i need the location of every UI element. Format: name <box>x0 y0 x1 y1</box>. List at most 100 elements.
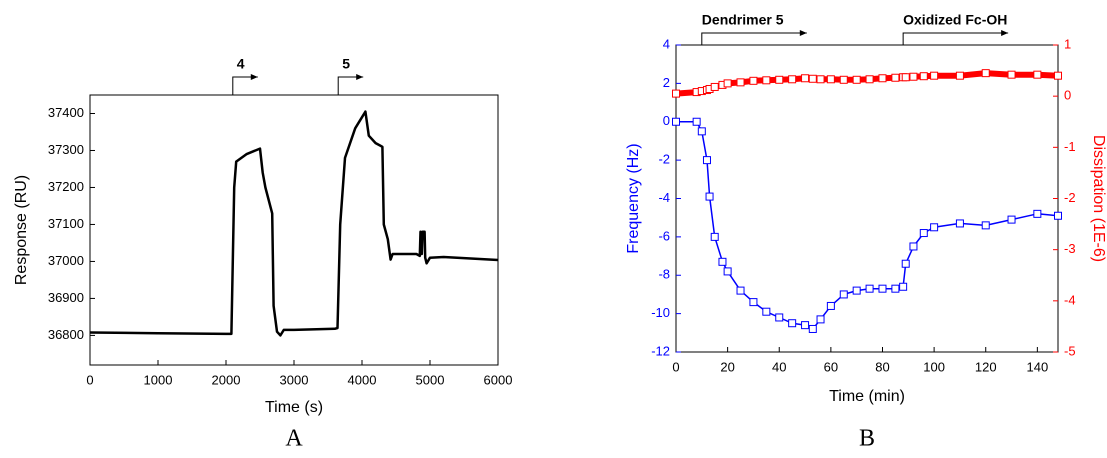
data-marker <box>919 72 928 81</box>
data-marker <box>723 267 732 276</box>
data-marker <box>930 71 939 80</box>
data-marker <box>981 69 990 78</box>
data-marker <box>826 301 835 310</box>
data-marker <box>878 74 887 83</box>
y-tick-label: 37100 <box>48 216 84 231</box>
data-marker <box>775 313 784 322</box>
y2-tick-label: -1 <box>1064 139 1076 154</box>
data-marker <box>852 75 861 84</box>
x-tick-label: 1000 <box>144 372 173 387</box>
y-axis-label: Response (RU) <box>13 175 30 285</box>
data-line <box>676 121 1059 330</box>
data-marker <box>762 76 771 85</box>
data-marker <box>839 75 848 84</box>
data-marker <box>816 75 825 84</box>
data-marker <box>865 75 874 84</box>
y-tick-label: -10 <box>651 305 670 320</box>
annotation-text: Oxidized Fc-OH <box>903 12 1007 28</box>
data-marker <box>878 284 887 293</box>
data-marker <box>1033 209 1042 218</box>
data-marker <box>723 79 732 88</box>
data-marker <box>1054 71 1062 80</box>
data-marker <box>816 315 825 324</box>
x-tick-label: 3000 <box>280 372 309 387</box>
data-marker <box>1033 70 1042 79</box>
data-marker <box>891 73 900 82</box>
data-marker <box>852 286 861 295</box>
data-marker <box>749 76 758 85</box>
data-marker <box>801 74 810 83</box>
data-marker <box>919 229 928 238</box>
data-marker <box>1007 70 1016 79</box>
data-marker <box>692 117 701 126</box>
x-axis-label: Time (min) <box>829 388 905 405</box>
data-marker <box>705 192 714 201</box>
y-axis-label: Frequency (Hz) <box>625 143 642 253</box>
data-marker <box>981 221 990 230</box>
data-marker <box>909 72 918 81</box>
y-tick-label: 4 <box>663 36 670 51</box>
annotation-arrow <box>337 76 364 95</box>
annotation-arrow <box>232 76 258 95</box>
data-marker <box>909 242 918 251</box>
x-tick-label: 5000 <box>416 372 445 387</box>
y-tick-label: 37400 <box>48 105 84 120</box>
data-marker <box>865 284 874 293</box>
x-tick-label: 0 <box>672 359 679 374</box>
annotation-arrow <box>701 32 807 45</box>
data-marker <box>801 321 810 330</box>
arrow-head <box>799 30 807 36</box>
data-marker <box>955 219 964 228</box>
panel-label: A <box>285 426 303 452</box>
data-marker <box>808 324 817 333</box>
data-marker <box>930 223 939 232</box>
data-marker <box>955 71 964 80</box>
data-marker <box>710 82 719 91</box>
x-tick-label: 140 <box>1026 359 1048 374</box>
annotation-text: 5 <box>342 56 350 72</box>
arrow-head <box>356 74 364 80</box>
x-tick-label: 40 <box>772 359 786 374</box>
x-tick-label: 4000 <box>348 372 377 387</box>
y-tick-label: -4 <box>658 190 670 205</box>
y2-tick-label: -5 <box>1064 343 1076 358</box>
y2-axis-label: Dissipation (1E-6) <box>1090 135 1107 262</box>
y2-tick-label: -2 <box>1064 190 1076 205</box>
y-tick-label: 37300 <box>48 142 84 157</box>
y-tick-label: -12 <box>651 343 670 358</box>
annotation-text: Dendrimer 5 <box>702 12 784 28</box>
y-tick-label: -2 <box>658 152 670 167</box>
y2-tick-label: -4 <box>1064 292 1076 307</box>
arrow-head <box>250 74 258 80</box>
y-tick-label: 36900 <box>48 290 84 305</box>
y-tick-label: 0 <box>663 113 670 128</box>
y-tick-label: -6 <box>658 228 670 243</box>
annotation-text: 4 <box>237 56 245 72</box>
annotation-arrow <box>902 32 1009 45</box>
data-marker <box>901 259 910 268</box>
y-tick-label: 36800 <box>48 327 84 342</box>
y2-tick-label: 0 <box>1064 88 1071 103</box>
y2-tick-label: -3 <box>1064 241 1076 256</box>
x-tick-label: 120 <box>975 359 997 374</box>
y-tick-label: -8 <box>658 267 670 282</box>
data-marker <box>749 298 758 307</box>
data-marker <box>718 257 727 266</box>
data-marker <box>672 117 680 126</box>
data-marker <box>697 127 706 136</box>
data-marker <box>736 78 745 87</box>
x-axis-label: Time (s) <box>265 399 323 416</box>
x-tick-label: 0 <box>86 372 93 387</box>
arrow-head <box>1001 30 1009 36</box>
data-marker <box>788 75 797 84</box>
data-line <box>89 110 499 337</box>
data-marker <box>736 286 745 295</box>
x-tick-label: 6000 <box>484 372 513 387</box>
panel-label: B <box>859 426 875 452</box>
x-tick-label: 100 <box>923 359 945 374</box>
data-marker <box>710 232 719 241</box>
data-marker <box>1054 211 1062 220</box>
data-marker <box>899 282 908 291</box>
y-tick-label: 37000 <box>48 253 84 268</box>
